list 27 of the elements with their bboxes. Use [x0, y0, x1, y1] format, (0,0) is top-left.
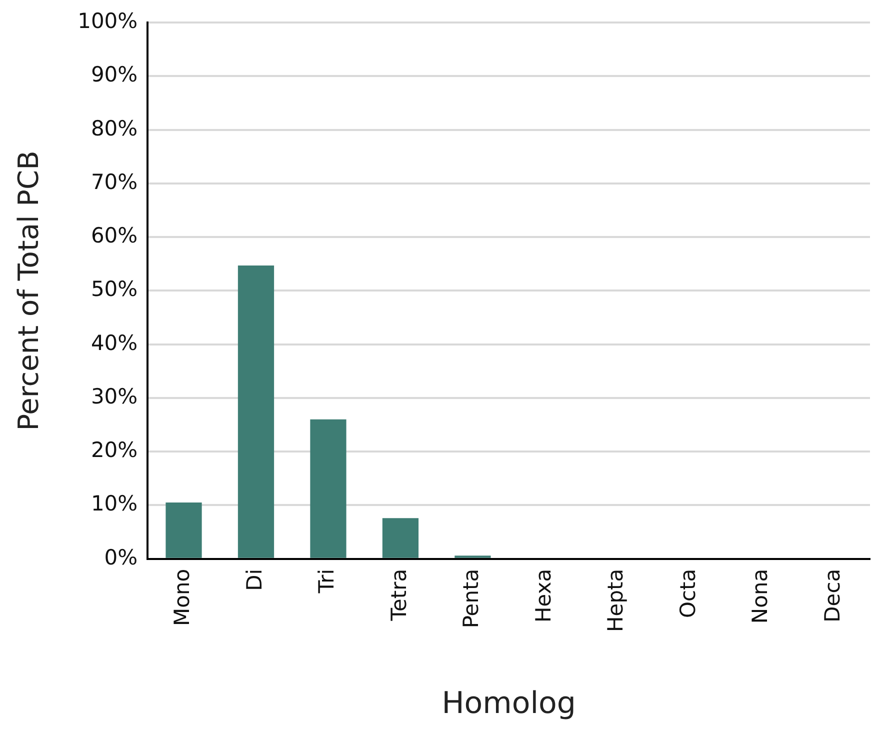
x-tick-label: Nona	[748, 568, 772, 624]
y-tick-label: 10%	[90, 492, 138, 516]
y-tick-label: 0%	[104, 545, 138, 570]
y-axis-title: Percent of Total PCB	[12, 150, 46, 431]
y-tick-label: 90%	[90, 62, 138, 87]
x-tick-label: Hepta	[604, 568, 628, 632]
bar	[310, 419, 346, 558]
bar	[382, 518, 419, 558]
y-tick-label: 30%	[90, 384, 138, 408]
y-tick-label: 80%	[90, 116, 138, 140]
y-tick-label: 50%	[90, 277, 138, 302]
x-tick-label: Tetra	[386, 568, 411, 622]
x-tick-label: Deca	[820, 568, 844, 622]
x-tick-label: Hexa	[531, 568, 556, 622]
y-tick-label: 20%	[90, 438, 138, 462]
y-tick-label: 100%	[78, 9, 138, 34]
x-tick-label: Mono	[170, 568, 194, 626]
x-tick-label: Penta	[459, 568, 484, 628]
x-axis-title: Homolog	[442, 686, 576, 721]
y-tick-label: 40%	[90, 330, 138, 355]
bar	[238, 266, 274, 558]
x-tick-label: Octa	[676, 568, 700, 618]
x-tick-label: Di	[242, 568, 266, 591]
x-tick-label: Tri	[314, 568, 339, 594]
y-tick-label: 60%	[90, 224, 138, 248]
bar	[166, 502, 202, 558]
y-tick-label: 70%	[90, 170, 138, 194]
